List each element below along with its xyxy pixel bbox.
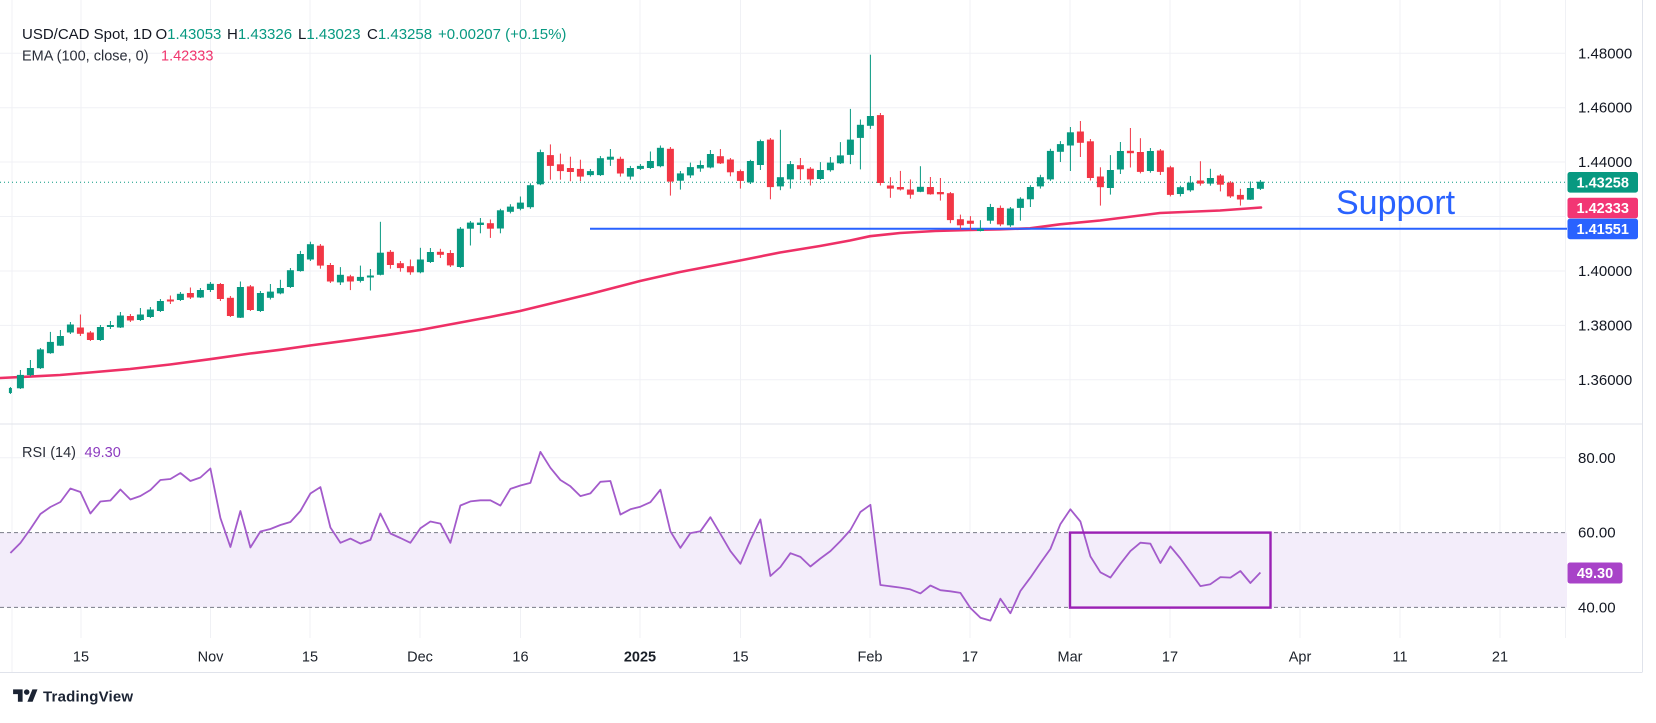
svg-text:Feb: Feb xyxy=(858,650,883,666)
svg-text:1.44000: 1.44000 xyxy=(1578,154,1632,171)
svg-text:1.48000: 1.48000 xyxy=(1578,45,1632,62)
svg-text:1.40000: 1.40000 xyxy=(1578,263,1632,280)
svg-text:Support: Support xyxy=(1336,184,1456,222)
svg-text:1.46000: 1.46000 xyxy=(1578,100,1632,117)
svg-text:2025: 2025 xyxy=(624,650,656,666)
svg-text:O1.43053: O1.43053 xyxy=(156,26,222,43)
svg-text:TradingView: TradingView xyxy=(43,689,133,706)
svg-text:Nov: Nov xyxy=(198,650,225,666)
svg-text:21: 21 xyxy=(1492,650,1508,666)
svg-text:40.00: 40.00 xyxy=(1578,599,1616,616)
svg-text:EMA (100, close, 0): EMA (100, close, 0) xyxy=(22,49,149,65)
svg-text:1.38000: 1.38000 xyxy=(1578,317,1632,334)
svg-text:49.30: 49.30 xyxy=(1577,566,1613,582)
svg-text:H1.43326: H1.43326 xyxy=(227,26,292,43)
svg-text:15: 15 xyxy=(302,650,318,666)
svg-text:49.30: 49.30 xyxy=(85,445,121,461)
svg-text:C1.43258: C1.43258 xyxy=(367,26,432,43)
svg-text:80.00: 80.00 xyxy=(1578,450,1616,467)
svg-text:1.42333: 1.42333 xyxy=(161,49,213,65)
svg-text:11: 11 xyxy=(1392,650,1407,666)
svg-text:+0.00207 (+0.15%): +0.00207 (+0.15%) xyxy=(438,26,566,43)
svg-text:17: 17 xyxy=(962,650,978,666)
svg-text:16: 16 xyxy=(512,650,528,666)
svg-text:1.41551: 1.41551 xyxy=(1576,222,1628,238)
svg-text:1.36000: 1.36000 xyxy=(1578,372,1632,389)
svg-text:60.00: 60.00 xyxy=(1578,525,1616,542)
svg-text:15: 15 xyxy=(73,650,89,666)
svg-text:1.42333: 1.42333 xyxy=(1576,201,1628,217)
svg-text:Apr: Apr xyxy=(1289,650,1312,666)
svg-text:USD/CAD Spot, 1D: USD/CAD Spot, 1D xyxy=(22,26,152,43)
svg-text:17: 17 xyxy=(1162,650,1178,666)
svg-text:RSI (14): RSI (14) xyxy=(22,445,76,461)
svg-text:Dec: Dec xyxy=(407,650,433,666)
svg-text:Mar: Mar xyxy=(1058,650,1083,666)
svg-text:15: 15 xyxy=(732,650,748,666)
svg-text:L1.43023: L1.43023 xyxy=(298,26,361,43)
svg-text:1.43258: 1.43258 xyxy=(1576,175,1628,191)
